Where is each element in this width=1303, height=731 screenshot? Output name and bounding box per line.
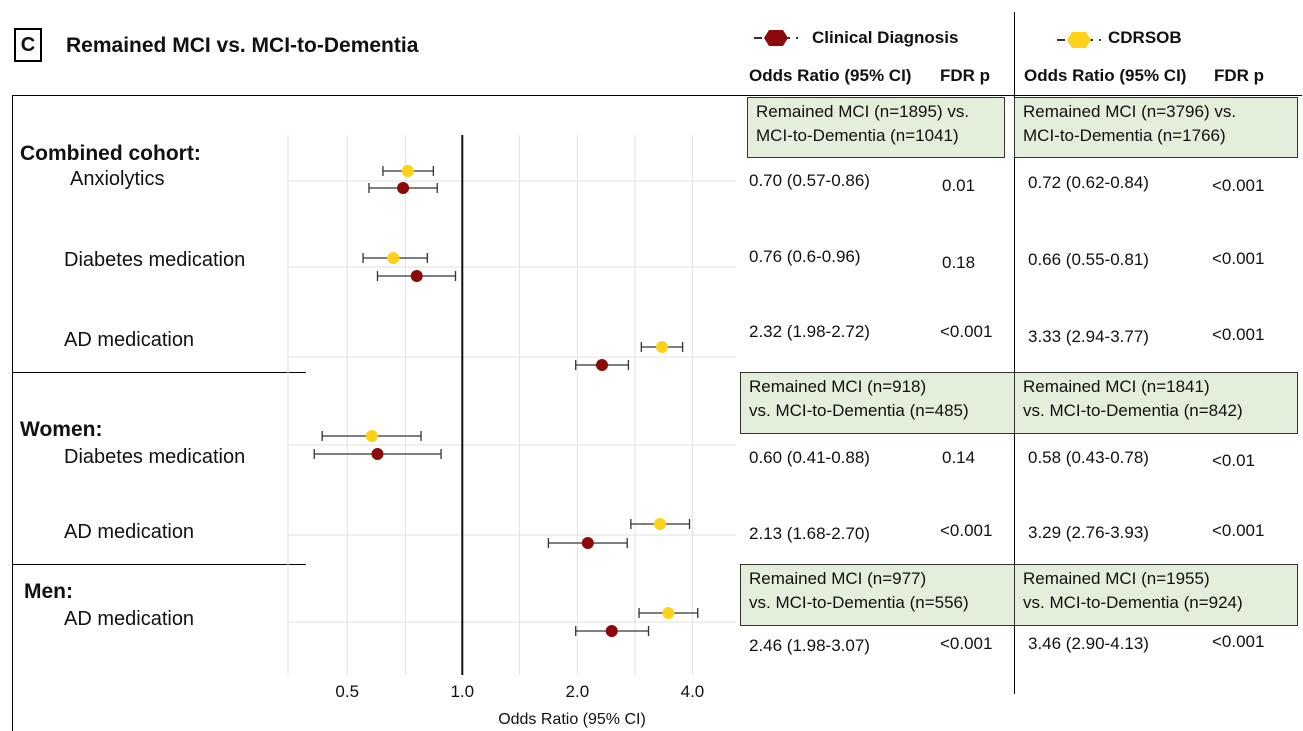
n-box-women-clinical: Remained MCI (n=918) vs. MCI-to-Dementia…: [740, 372, 1015, 434]
point-clinical: [596, 359, 609, 371]
row-label: AD medication: [64, 608, 195, 630]
legend-cdrsob-label: CDRSOB: [1108, 28, 1182, 47]
point-cdrsob: [662, 607, 675, 619]
n-box-line: Remained MCI (n=918): [749, 377, 927, 396]
x-tick-label: 2.0: [566, 682, 590, 701]
cdrsob-or-value: 0.58 (0.43-0.78): [1028, 448, 1149, 467]
cdrsob-or-value: 0.66 (0.55-0.81): [1028, 250, 1149, 269]
clinical-or-header: Odds Ratio (95% CI): [749, 66, 912, 85]
cdrsob-or-value: 0.72 (0.62-0.84): [1028, 173, 1149, 192]
legend-clinical-label: Clinical Diagnosis: [812, 28, 959, 47]
n-box-men-clinical: Remained MCI (n=977) vs. MCI-to-Dementia…: [740, 564, 1015, 626]
n-box-combined-clinical: Remained MCI (n=1895) vs. MCI-to-Dementi…: [747, 97, 1005, 158]
x-tick-label: 4.0: [681, 682, 705, 701]
clinical-p-value: 0.01: [942, 176, 976, 195]
clinical-p-value: 0.18: [942, 253, 976, 272]
clinical-p-value: <0.001: [940, 634, 993, 653]
cohort-label-women: Women:: [20, 418, 103, 441]
row-label: Diabetes medication: [64, 446, 246, 468]
cdrsob-or-value: 3.29 (2.76-3.93): [1028, 523, 1149, 542]
n-box-combined-cdrsob: Remained MCI (n=3796) vs. MCI-to-Dementi…: [1014, 97, 1298, 158]
clinical-p-value: <0.001: [940, 322, 993, 341]
clinical-or-value: 0.60 (0.41-0.88): [749, 448, 870, 467]
row-label: AD medication: [64, 329, 195, 351]
clinical-p-header: FDR p: [940, 66, 991, 85]
x-axis-title: Odds Ratio (95% CI): [498, 711, 646, 728]
n-box-line: MCI-to-Dementia (n=1041): [756, 126, 959, 145]
n-box-line: Remained MCI (n=977): [749, 569, 927, 588]
legend-clinical-icon: [754, 30, 798, 46]
point-cdrsob: [365, 430, 378, 442]
panel-letter: C: [14, 28, 42, 62]
cdrsob-p-value: <0.001: [1212, 521, 1265, 540]
n-box-line: vs. MCI-to-Dementia (n=842): [1023, 401, 1243, 420]
left-border: [12, 95, 13, 731]
cohort-label-men: Men:: [24, 580, 73, 603]
x-tick-label: 1.0: [450, 682, 474, 701]
n-box-line: Remained MCI (n=3796) vs.: [1023, 102, 1237, 121]
row-label: Anxiolytics: [70, 168, 165, 190]
point-cdrsob: [656, 341, 669, 353]
clinical-or-value: 2.32 (1.98-2.72): [749, 322, 870, 341]
n-box-line: vs. MCI-to-Dementia (n=924): [1023, 593, 1243, 612]
header-divider: [12, 95, 1302, 96]
legend-cdrsob-icon: [1057, 32, 1101, 48]
point-cdrsob: [387, 252, 400, 264]
column-divider: [1014, 12, 1015, 694]
n-box-men-cdrsob: Remained MCI (n=1955) vs. MCI-to-Dementi…: [1014, 564, 1298, 626]
cdrsob-or-value: 3.46 (2.90-4.13): [1028, 634, 1149, 653]
n-box-line: Remained MCI (n=1955): [1023, 569, 1210, 588]
point-clinical: [371, 448, 384, 460]
clinical-or-value: 0.70 (0.57-0.86): [749, 171, 870, 190]
point-clinical: [581, 537, 594, 549]
cdrsob-p-value: <0.001: [1212, 249, 1265, 268]
clinical-or-value: 2.46 (1.98-3.07): [749, 636, 870, 655]
n-box-line: MCI-to-Dementia (n=1766): [1023, 126, 1226, 145]
women-group-divider: [12, 372, 306, 373]
cdrsob-p-header: FDR p: [1214, 66, 1265, 85]
cdrsob-p-value: <0.001: [1212, 632, 1265, 651]
n-box-line: vs. MCI-to-Dementia (n=556): [749, 593, 969, 612]
n-box-women-cdrsob: Remained MCI (n=1841) vs. MCI-to-Dementi…: [1014, 372, 1298, 434]
row-label: AD medication: [64, 521, 195, 543]
cdrsob-p-value: <0.001: [1212, 176, 1265, 195]
point-cdrsob: [401, 165, 414, 177]
cdrsob-or-header: Odds Ratio (95% CI): [1024, 66, 1187, 85]
x-tick-label: 0.5: [335, 682, 359, 701]
panel-title: Remained MCI vs. MCI-to-Dementia: [66, 34, 419, 57]
clinical-p-value: <0.001: [940, 521, 993, 540]
clinical-p-value: 0.14: [942, 448, 976, 467]
clinical-or-value: 2.13 (1.68-2.70): [749, 524, 870, 543]
n-box-line: Remained MCI (n=1841): [1023, 377, 1210, 396]
point-clinical: [605, 625, 618, 637]
n-box-line: vs. MCI-to-Dementia (n=485): [749, 401, 969, 420]
cdrsob-p-value: <0.001: [1212, 325, 1265, 344]
point-clinical: [397, 182, 410, 194]
cohort-label-combined: Combined cohort:: [20, 142, 201, 165]
row-label: Diabetes medication: [64, 249, 246, 271]
n-box-line: Remained MCI (n=1895) vs.: [756, 102, 970, 121]
cdrsob-p-value: <0.01: [1212, 451, 1256, 470]
point-cdrsob: [654, 518, 667, 530]
cdrsob-or-value: 3.33 (2.94-3.77): [1028, 327, 1149, 346]
men-group-divider: [12, 564, 306, 565]
clinical-or-value: 0.76 (0.6-0.96): [749, 247, 861, 266]
point-clinical: [410, 270, 423, 282]
